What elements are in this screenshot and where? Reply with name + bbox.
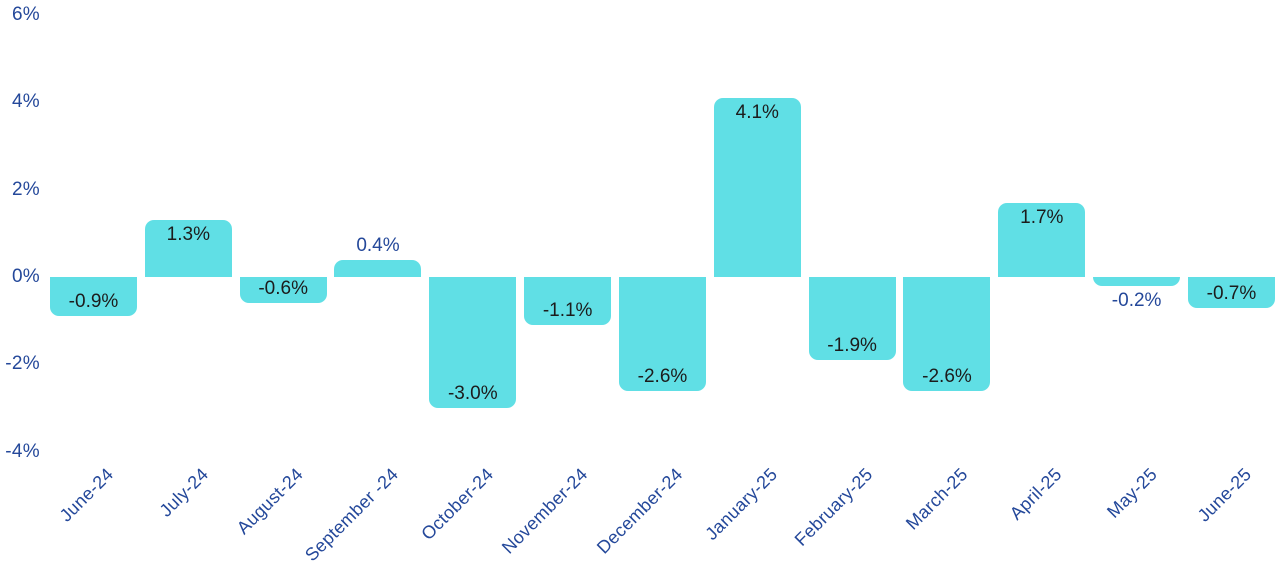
y-axis-tick-label: 2% — [11, 178, 40, 200]
y-axis-tick-label: 0% — [11, 266, 40, 287]
x-axis-label: May-25 — [1102, 464, 1161, 522]
bar-value-label: -0.2% — [1111, 289, 1162, 311]
bar-value-label: -0.6% — [258, 278, 308, 300]
bar — [429, 277, 517, 409]
bar-value-label: -2.6% — [922, 365, 972, 387]
bar — [713, 97, 801, 277]
x-axis-label: March-25 — [901, 464, 972, 534]
x-axis-label: December-24 — [593, 464, 687, 558]
bar — [239, 277, 327, 304]
bar — [808, 277, 896, 361]
x-axis-label: April-25 — [1006, 464, 1066, 524]
y-axis-tick-label: -4% — [5, 440, 40, 462]
bar-value-label: 1.7% — [1020, 206, 1064, 228]
bar — [144, 220, 232, 277]
bar — [903, 277, 991, 391]
bar-value-label: 4.1% — [735, 101, 779, 123]
x-axis-label: January-25 — [701, 464, 782, 544]
bar — [1187, 277, 1275, 308]
y-axis-tick-label: 6% — [11, 3, 40, 25]
x-axis-label: June-25 — [1193, 464, 1256, 526]
x-axis-label: June-24 — [56, 464, 118, 526]
bar-value-label: 0.4% — [356, 234, 400, 256]
bar — [998, 202, 1086, 277]
bar — [524, 277, 612, 326]
x-axis-label: October-24 — [417, 464, 497, 544]
bar — [1093, 277, 1181, 286]
x-axis-label: November-24 — [498, 464, 592, 558]
x-axis-label: February-25 — [790, 464, 877, 550]
bar-value-label: -0.9% — [68, 291, 119, 313]
x-axis-label: September -24 — [301, 464, 403, 566]
bar — [50, 277, 137, 317]
bar-value-label: -3.0% — [447, 383, 498, 405]
y-axis-tick-label: 4% — [11, 91, 40, 113]
bar-value-label: -1.9% — [827, 335, 877, 357]
bar — [618, 277, 706, 391]
y-axis-tick-label: -2% — [5, 353, 40, 375]
bar-value-label: -2.6% — [637, 365, 688, 387]
x-axis-label: August-24 — [233, 464, 308, 539]
bar-value-label: -0.7% — [1206, 282, 1257, 304]
bar-value-label: 1.3% — [166, 224, 210, 246]
x-axis-label: July-24 — [155, 464, 213, 521]
bar-value-label: -1.1% — [542, 300, 593, 322]
bar — [334, 259, 422, 277]
